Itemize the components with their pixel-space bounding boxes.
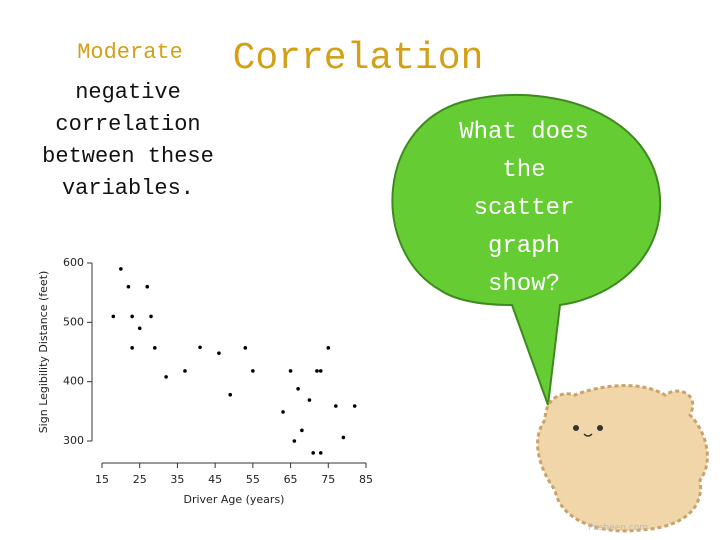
description-line: correlation [55, 112, 200, 137]
bubble-line: show? [488, 271, 560, 298]
point [153, 346, 157, 350]
point [341, 435, 346, 440]
x-tick-label: 55 [246, 473, 260, 486]
description: negative correlation between these variable… [42, 80, 214, 201]
point [288, 369, 293, 373]
point [352, 404, 357, 408]
x-tick-label: 15 [95, 473, 109, 486]
x-tick-label: 45 [208, 473, 222, 486]
description-line: negative [75, 80, 181, 105]
point [217, 351, 221, 355]
bubble-line: the [502, 157, 545, 184]
x-axis-label: Driver Age (years) [184, 493, 285, 506]
bubble-line: scatter [474, 195, 575, 222]
point [111, 314, 116, 319]
watermark: Pusheen.com [588, 523, 648, 533]
point [300, 428, 304, 433]
point [126, 284, 131, 289]
point [164, 375, 168, 379]
x-tick-label: 35 [170, 473, 184, 486]
y-tick-label: 500 [63, 315, 84, 328]
dog-eye [597, 425, 603, 431]
dog-eye [573, 425, 579, 431]
x-tick-label: 65 [284, 473, 298, 486]
point [311, 451, 316, 455]
point [119, 267, 123, 271]
point [130, 346, 134, 350]
point [281, 410, 285, 414]
dog-body [536, 384, 709, 533]
bubble-text: What does the scatter graph show? [459, 119, 589, 298]
point [228, 392, 233, 397]
point [145, 284, 150, 289]
point [318, 369, 323, 373]
point [243, 346, 248, 350]
y-axis-label: Sign Legibility Distance (feet) [37, 271, 50, 434]
description-line: between these [42, 144, 214, 169]
title: Correlation [233, 37, 484, 80]
scatter-chart: 300 400 500 600 15 25 35 45 55 65 75 85 Driver Age (… [37, 256, 373, 506]
description-line: variables. [62, 176, 194, 201]
speech-bubble [391, 93, 662, 406]
point [137, 326, 142, 331]
y-tick-label: 600 [63, 256, 84, 269]
point [149, 314, 153, 319]
x-tick-label: 85 [359, 473, 373, 486]
point [307, 398, 312, 402]
point [292, 439, 297, 443]
point [326, 346, 331, 350]
point [130, 314, 134, 319]
point [318, 451, 323, 455]
highlight: Moderate [77, 40, 183, 65]
x-tick-label: 75 [321, 473, 335, 486]
dog [536, 384, 709, 533]
point [183, 369, 187, 373]
point [296, 386, 300, 391]
point [334, 404, 338, 408]
bubble-line: What does [459, 119, 589, 146]
bubble-line: graph [488, 233, 560, 260]
point [251, 369, 255, 373]
y-tick-label: 300 [63, 434, 84, 447]
x-tick-label: 25 [133, 473, 147, 486]
dog-mouth [583, 433, 593, 437]
point [198, 345, 202, 350]
point [315, 369, 319, 373]
y-tick-label: 400 [63, 375, 84, 388]
